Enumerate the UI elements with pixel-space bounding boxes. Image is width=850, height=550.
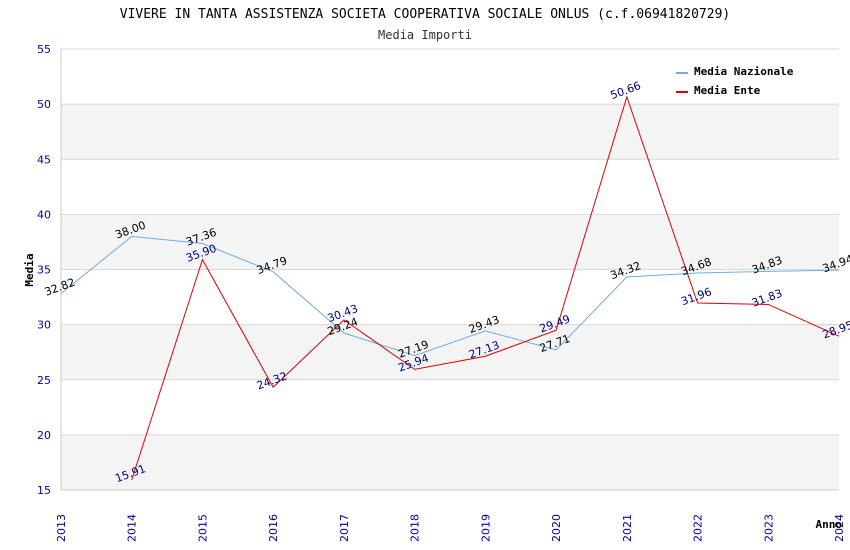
chart-title: VIVERE IN TANTA ASSISTENZA SOCIETA COOPE… [120,7,730,22]
y-tick-label: 45 [37,153,51,166]
grid-band [61,159,839,215]
y-tick-label: 55 [37,43,51,56]
x-tick-label: 2019 [479,514,492,542]
y-axis-label: Media [23,253,36,286]
y-tick-label: 15 [37,484,51,497]
x-tick-label: 2017 [338,514,351,542]
grid-band [61,214,839,270]
grid-band [61,324,839,380]
grid-band [61,379,839,435]
legend-label-media-ente: Media Ente [694,84,761,97]
chart-subtitle: Media Importi [378,28,472,42]
y-tick-label: 20 [37,429,51,442]
x-axis-ticks: 2013 2014 2015 2016 2017 2018 2019 2020 2021 2022… [55,514,846,542]
x-tick-label: 2022 [692,514,705,542]
y-tick-label: 30 [37,319,51,332]
x-tick-label: 2023 [762,514,775,542]
x-tick-label: 2018 [409,514,422,542]
grid-band [61,104,839,160]
series-line-media-ente [131,95,840,481]
x-tick-label: 2016 [267,514,280,542]
legend-label-media-nazionale: Media Nazionale [694,65,794,78]
y-tick-label: 40 [37,208,51,221]
y-axis-ticks: 15 20 25 30 35 40 45 50 55 [37,43,51,497]
x-tick-label: 2015 [196,514,209,542]
x-tick-label: 2020 [550,514,563,542]
grid-band [61,269,839,325]
legend-box [670,60,810,102]
x-tick-label: 2014 [126,514,139,542]
y-tick-label: 50 [37,98,51,111]
series-lines [60,95,840,481]
series-line-media-nazionale [60,235,840,357]
grid-band [61,434,839,490]
y-tick-label: 25 [37,374,51,387]
x-tick-label: 2024 [833,514,846,542]
legend: Media Nazionale Media Ente [670,60,810,102]
grid-lines [60,48,839,491]
x-axis-label: Anno [816,518,843,531]
x-tick-label: 2013 [55,514,68,542]
x-tick-label: 2021 [621,514,634,542]
y-tick-label: 35 [37,264,51,277]
